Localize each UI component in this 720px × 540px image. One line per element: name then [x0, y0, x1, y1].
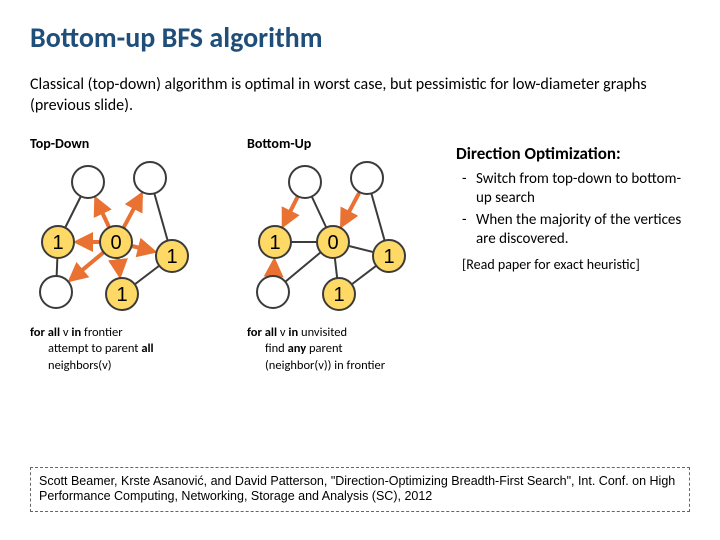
var-v-r: v	[277, 325, 288, 340]
bottom-up-pseudocode: for all v in unvisited find any parent (…	[247, 325, 442, 376]
optimization-note: [Read paper for exact heuristic]	[462, 256, 690, 273]
optimization-heading: Direction Optimization:	[456, 143, 690, 164]
optimization-bullets: - Switch from top-down to bottom-up sear…	[462, 170, 690, 250]
bullet-2: - When the majority of the vertices are …	[462, 211, 690, 250]
svg-text:0: 0	[327, 232, 338, 254]
bullet-1-text: Switch from top-down to bottom-up search	[476, 170, 690, 209]
kw-in: in	[71, 325, 81, 340]
dash-icon: -	[462, 170, 476, 209]
graphs-area: Top-Down 1 0 1 1 for all v in frontier atte…	[30, 135, 442, 376]
top-down-graph: 1 0 1 1	[30, 158, 210, 318]
svg-text:1: 1	[269, 232, 280, 254]
svg-text:1: 1	[116, 284, 127, 306]
slide-description: Classical (top-down) algorithm is optima…	[30, 75, 690, 117]
citation-box: Scott Beamer, Krste Asanović, and David …	[30, 467, 690, 512]
bullet-2-text: When the majority of the vertices are di…	[476, 211, 690, 250]
kw-any: any	[288, 341, 307, 356]
bottom-up-label: Bottom-Up	[247, 135, 442, 152]
var-v: v	[60, 325, 71, 340]
kw-for-all: for all	[30, 325, 60, 340]
dash-icon: -	[462, 211, 476, 250]
bottom-up-column: Bottom-Up 1 0 1 1 for all v in unvisited fi…	[247, 135, 442, 376]
kw-in-r: in	[288, 325, 298, 340]
svg-text:1: 1	[166, 246, 177, 268]
svg-text:1: 1	[52, 232, 63, 254]
line3-right: (neighbor(v)) in frontier	[265, 358, 442, 375]
word-unvisited: unvisited	[298, 325, 347, 340]
bullet-1: - Switch from top-down to bottom-up sear…	[462, 170, 690, 209]
line3-left: neighbors(v)	[48, 358, 225, 375]
line2-left-a: attempt to parent	[48, 341, 141, 356]
svg-text:1: 1	[383, 246, 394, 268]
kw-all: all	[141, 341, 153, 356]
line2-right-a: find	[265, 341, 288, 356]
slide-title: Bottom-up BFS algorithm	[30, 20, 690, 55]
line2-right-c: parent	[306, 341, 342, 356]
bottom-up-graph: 1 0 1 1	[247, 158, 427, 318]
top-down-pseudocode: for all v in frontier attempt to parent …	[30, 325, 225, 376]
word-frontier: frontier	[81, 325, 122, 340]
main-content-row: Top-Down 1 0 1 1 for all v in frontier atte…	[30, 135, 690, 376]
svg-text:0: 0	[110, 232, 121, 254]
kw-for-all-r: for all	[247, 325, 277, 340]
optimization-panel: Direction Optimization: - Switch from to…	[456, 135, 690, 376]
top-down-column: Top-Down 1 0 1 1 for all v in frontier atte…	[30, 135, 225, 376]
top-down-label: Top-Down	[30, 135, 225, 152]
svg-text:1: 1	[333, 284, 344, 306]
